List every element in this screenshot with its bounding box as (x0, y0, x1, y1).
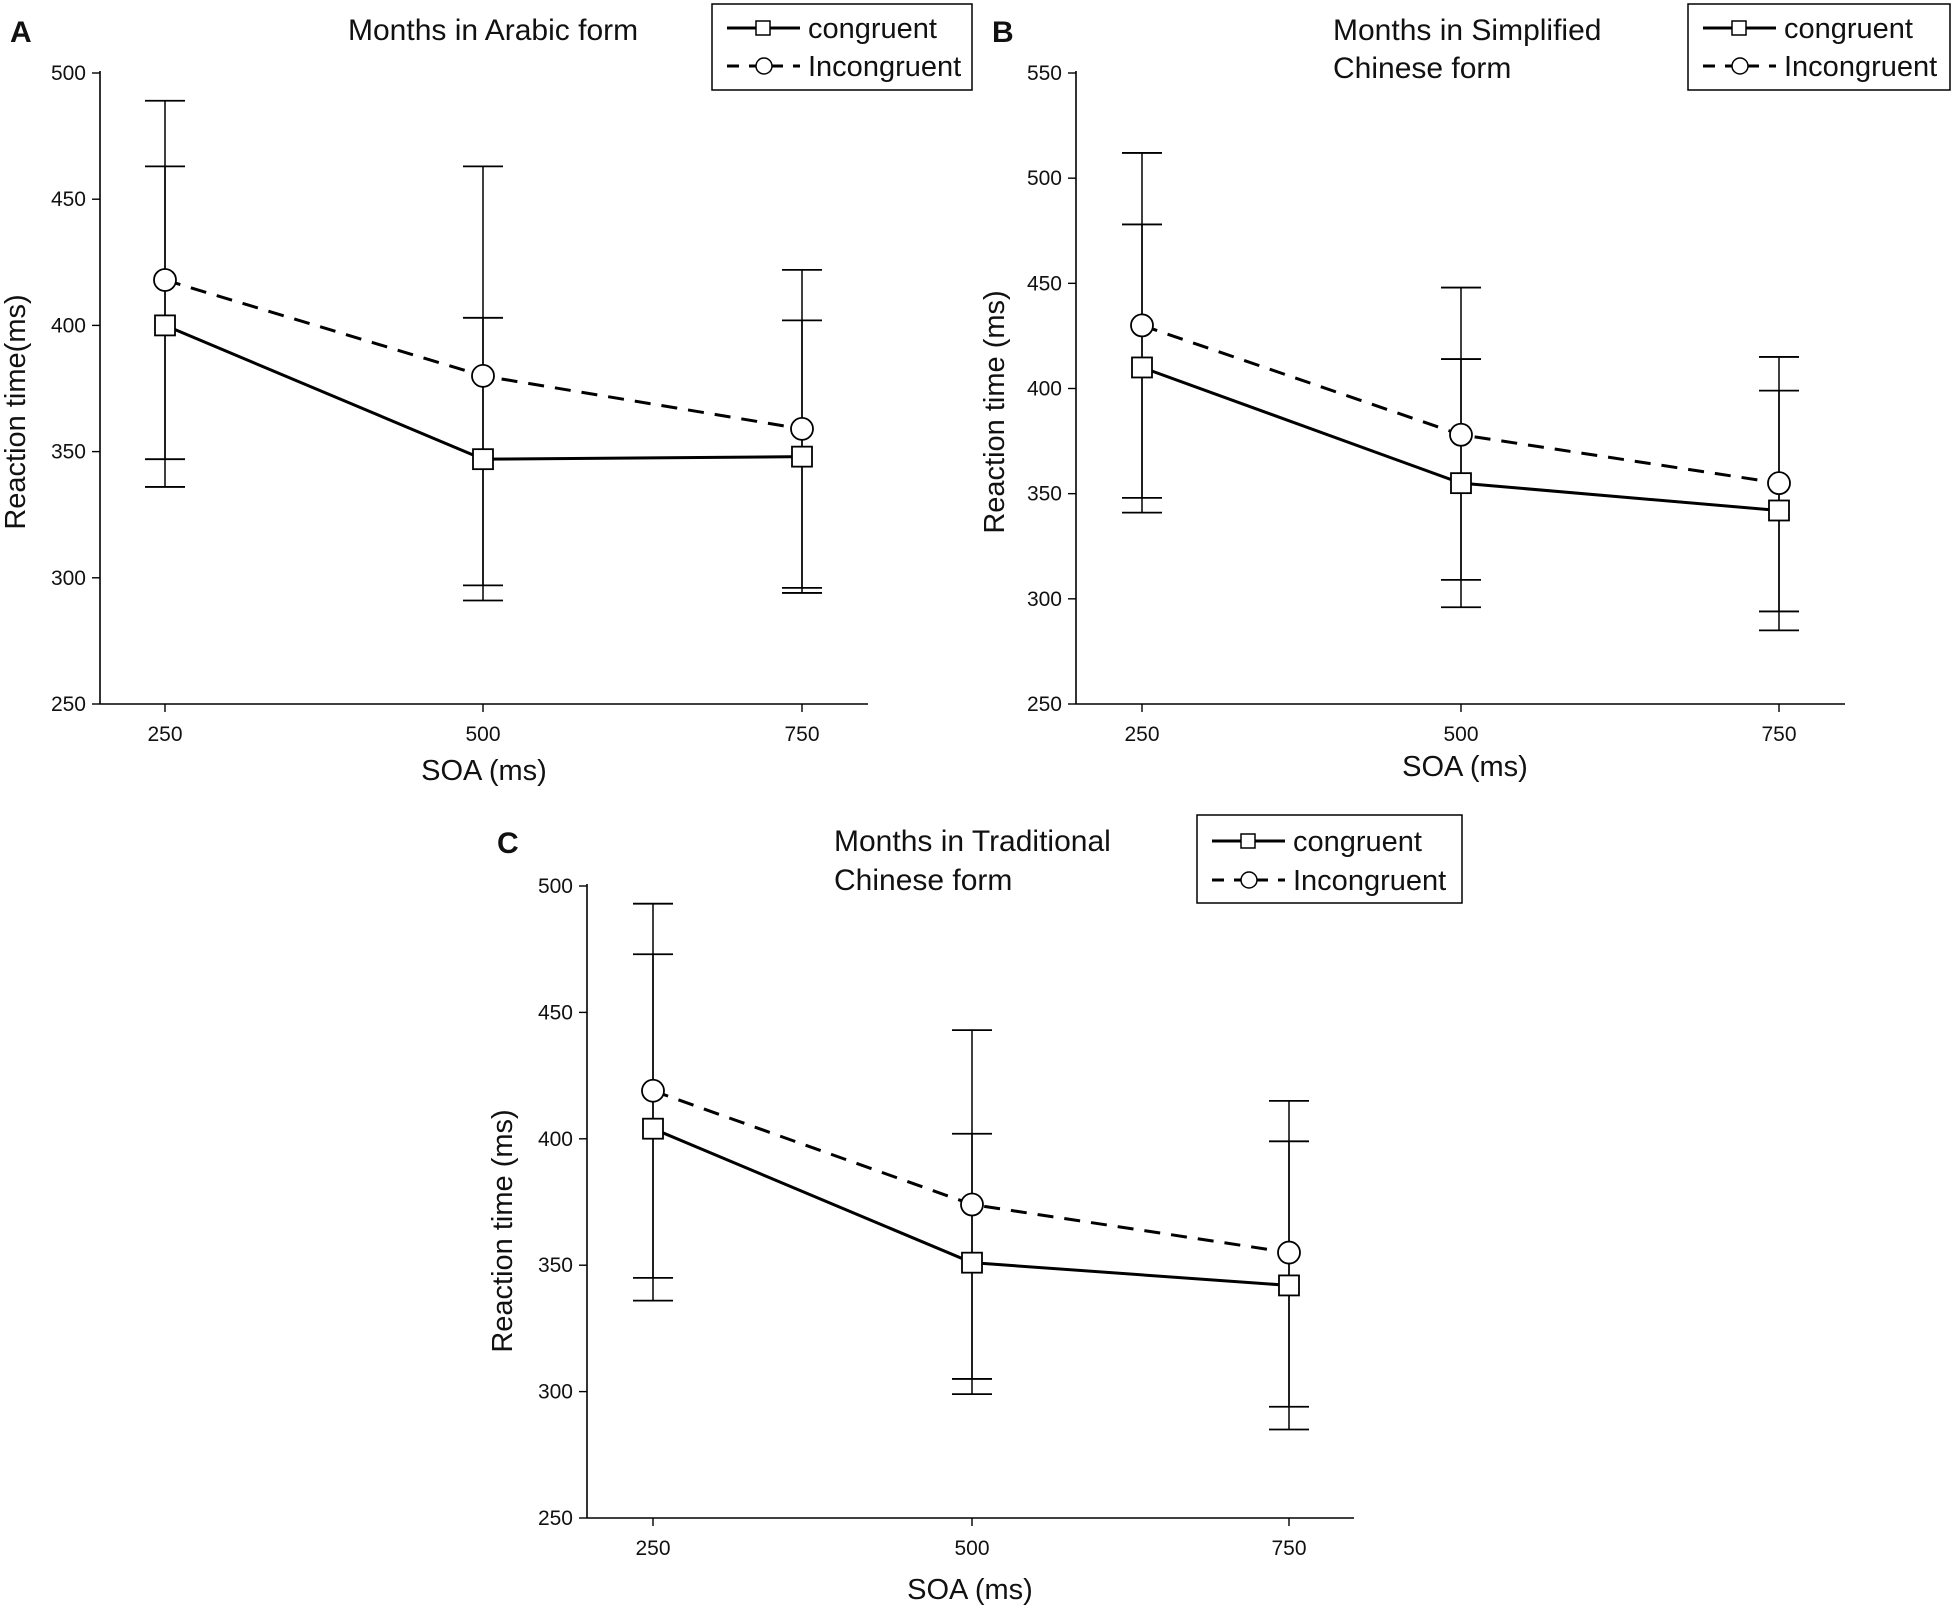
panel-letter-b: B (992, 16, 1014, 49)
y-tick-label: 400 (1027, 378, 1062, 401)
panel-c-title-line-2: Chinese form (834, 864, 1012, 897)
y-tick-label: 500 (1027, 167, 1062, 190)
panel-b-title-line-2: Chinese form (1333, 52, 1511, 85)
x-tick-label: 750 (1761, 723, 1796, 746)
y-tick-label: 550 (1027, 62, 1062, 85)
data-point-incongruent (1767, 471, 1791, 496)
legend-circle-icon (755, 57, 773, 75)
data-point-incongruent (1449, 422, 1473, 447)
y-tick-label: 450 (1027, 272, 1062, 295)
x-tick-label: 750 (1271, 1537, 1306, 1560)
panel-b: B Months in Simplified Chinese form cong… (979, 3, 1951, 783)
x-tick-label: 250 (1124, 723, 1159, 746)
data-point-congruent (642, 1117, 664, 1140)
legend-square-icon (1240, 833, 1256, 849)
legend-circle-icon (1240, 871, 1258, 889)
y-tick-label: 300 (51, 567, 86, 590)
y-tick-label: 500 (51, 62, 86, 85)
panel-c-legend: congruent Incongruent (1196, 814, 1463, 904)
panel-letter-a: A (10, 16, 32, 49)
data-point-incongruent (1277, 1240, 1301, 1265)
data-point-congruent (1450, 472, 1472, 495)
x-tick-label: 250 (635, 1537, 670, 1560)
y-tick-label: 500 (538, 875, 573, 898)
data-point-congruent (1131, 356, 1153, 379)
x-tick-label: 500 (1443, 723, 1478, 746)
y-tick-label: 250 (538, 1507, 573, 1530)
data-point-incongruent (1130, 313, 1154, 338)
y-tick-label: 350 (1027, 483, 1062, 506)
y-tick-label: 450 (538, 1001, 573, 1024)
panel-c-plot: 250 300 350 400 450 500 250 500 750 (538, 875, 1354, 1560)
panel-c: C Months in Traditional Chinese form con… (487, 814, 1463, 1606)
panel-c-xlabel: SOA (ms) (907, 1574, 1033, 1606)
x-tick-label: 500 (465, 723, 500, 746)
panel-b-ylabel: Reaction time (ms) (979, 290, 1011, 533)
data-point-congruent (154, 314, 176, 337)
panel-a-plot: 250 300 350 400 450 500 250 500 750 (51, 62, 868, 746)
panel-a-legend: congruent Incongruent (711, 3, 973, 91)
legend-congruent-label: congruent (1293, 826, 1422, 858)
legend-incongruent-label: Incongruent (1293, 865, 1446, 897)
legend-box (1196, 814, 1463, 904)
y-tick-label: 250 (1027, 693, 1062, 716)
legend-congruent-label: congruent (1784, 13, 1913, 45)
y-tick-label: 400 (51, 314, 86, 337)
panel-a-ylabel: Reaction time(ms) (0, 294, 32, 529)
y-tick-label: 300 (538, 1381, 573, 1404)
panel-letter-c: C (497, 827, 519, 860)
x-tick-label: 500 (954, 1537, 989, 1560)
legend-square-icon (755, 20, 771, 36)
legend-congruent-label: congruent (808, 13, 937, 45)
y-tick-label: 250 (51, 693, 86, 716)
y-tick-label: 450 (51, 188, 86, 211)
y-tick-label: 300 (1027, 588, 1062, 611)
series-line-incongruent (652, 1089, 1290, 1255)
data-point-incongruent (960, 1192, 984, 1217)
data-point-congruent (472, 448, 494, 471)
panel-b-legend: congruent Incongruent (1687, 3, 1951, 91)
data-point-incongruent (153, 268, 177, 292)
data-point-congruent (791, 445, 813, 468)
legend-circle-icon (1731, 57, 1749, 75)
data-point-congruent (1768, 499, 1790, 522)
legend-incongruent-label: Incongruent (808, 51, 961, 83)
legend-box (1687, 3, 1951, 91)
data-point-incongruent (641, 1078, 665, 1103)
y-tick-label: 350 (538, 1254, 573, 1277)
panel-a-title-line-1: Months in Arabic form (348, 14, 638, 47)
y-tick-label: 350 (51, 441, 86, 464)
data-point-incongruent (471, 363, 495, 388)
panel-b-title-line-1: Months in Simplified (1333, 14, 1601, 47)
legend-square-icon (1731, 20, 1747, 36)
legend-box (711, 3, 973, 91)
legend-incongruent-label: Incongruent (1784, 51, 1937, 83)
panel-a: A Months in Arabic form congruent Incong… (0, 3, 973, 787)
data-point-congruent (961, 1251, 983, 1274)
panel-c-ylabel: Reaction time (ms) (487, 1109, 519, 1352)
panel-b-xlabel: SOA (ms) (1402, 751, 1528, 783)
panel-b-plot: 250 300 350 400 450 500 550 250 500 750 (1027, 62, 1845, 746)
x-tick-label: 750 (784, 723, 819, 746)
data-point-incongruent (790, 416, 814, 441)
data-point-congruent (1278, 1274, 1300, 1297)
panel-a-xlabel: SOA (ms) (421, 755, 547, 787)
x-tick-label: 250 (147, 723, 182, 746)
panel-c-title-line-1: Months in Traditional (834, 825, 1111, 858)
y-tick-label: 400 (538, 1128, 573, 1151)
